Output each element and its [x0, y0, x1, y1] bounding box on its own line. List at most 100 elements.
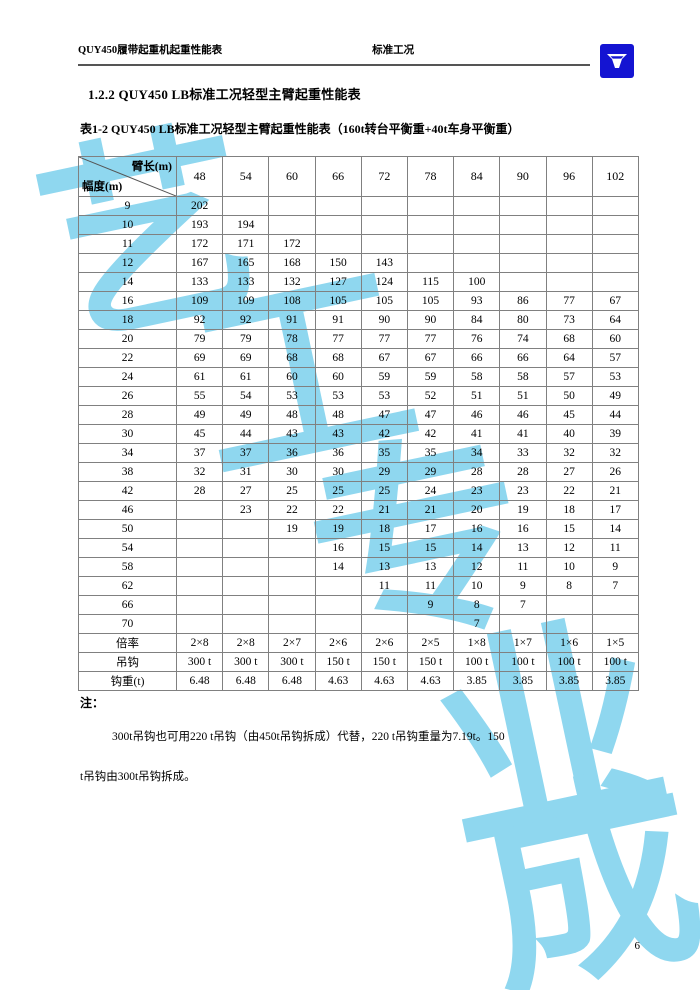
capacity-cell: 68 — [545, 329, 593, 349]
capacity-cell — [499, 253, 547, 273]
capacity-cell — [314, 595, 362, 615]
capacity-cell — [222, 196, 270, 216]
footer-cell: 2×6 — [360, 633, 408, 653]
capacity-cell — [314, 196, 362, 216]
capacity-cell: 23 — [453, 481, 501, 501]
capacity-cell: 53 — [360, 386, 408, 406]
capacity-cell — [268, 557, 316, 577]
radius-value-16: 16 — [78, 291, 177, 311]
capacity-cell — [591, 272, 639, 292]
capacity-cell: 15 — [406, 538, 455, 558]
capacity-cell: 19 — [499, 500, 547, 520]
radius-value-22: 22 — [78, 348, 177, 368]
table-row: 20 79 79 78 77 77 77 76 74 68 60 — [78, 329, 639, 349]
capacity-cell — [222, 576, 270, 596]
table-row: 62 11 11 10 9 8 7 — [78, 576, 639, 596]
capacity-cell: 193 — [175, 215, 224, 235]
capacity-cell — [314, 215, 362, 235]
capacity-cell: 67 — [406, 348, 455, 368]
footer-cell: 2×7 — [268, 633, 316, 653]
radius-value-70: 70 — [78, 614, 177, 634]
table-row: 28 49 49 48 48 47 47 46 46 45 44 — [78, 405, 639, 425]
table-row: 46 23 22 22 21 21 20 19 18 17 — [78, 500, 639, 520]
table-row: 50 19 19 18 17 16 16 15 14 — [78, 519, 639, 539]
footer-cell: 1×5 — [591, 633, 639, 653]
capacity-cell: 100 — [453, 272, 501, 292]
capacity-cell — [222, 595, 270, 615]
capacity-cell: 19 — [268, 519, 316, 539]
capacity-cell: 93 — [453, 291, 501, 311]
table-row: 66 9 8 7 — [78, 595, 639, 615]
boom-length-header-60: 60 — [268, 156, 316, 197]
capacity-cell — [360, 595, 408, 615]
capacity-cell: 35 — [360, 443, 408, 463]
capacity-cell — [175, 519, 224, 539]
capacity-cell: 11 — [591, 538, 639, 558]
footer-cell: 150 t — [360, 652, 408, 672]
capacity-cell: 26 — [591, 462, 639, 482]
capacity-cell — [499, 196, 547, 216]
table-row: 14 133 133 132 127 124 115 100 — [78, 272, 639, 292]
table-row: 70 7 — [78, 614, 639, 634]
capacity-cell: 58 — [499, 367, 547, 387]
table-row: 58 14 13 13 12 11 10 9 — [78, 557, 639, 577]
capacity-cell — [545, 272, 593, 292]
capacity-cell — [499, 234, 547, 254]
capacity-cell — [453, 234, 501, 254]
boom-length-header-78: 78 — [406, 156, 455, 197]
capacity-cell: 29 — [360, 462, 408, 482]
capacity-cell: 51 — [499, 386, 547, 406]
capacity-cell: 44 — [591, 405, 639, 425]
capacity-cell: 29 — [406, 462, 455, 482]
capacity-cell: 92 — [222, 310, 270, 330]
capacity-cell: 55 — [175, 386, 224, 406]
capacity-cell: 9 — [406, 595, 455, 615]
capacity-cell: 92 — [175, 310, 224, 330]
capacity-cell: 105 — [360, 291, 408, 311]
capacity-cell — [268, 595, 316, 615]
capacity-cell — [175, 500, 224, 520]
table-header-row: 臂长(m) 幅度(m) 48 54 60 66 72 78 84 90 96 102 — [78, 156, 639, 197]
capacity-cell — [406, 234, 455, 254]
capacity-cell — [222, 614, 270, 634]
capacity-cell: 8 — [453, 595, 501, 615]
capacity-cell: 31 — [222, 462, 270, 482]
capacity-cell: 32 — [545, 443, 593, 463]
capacity-cell: 77 — [406, 329, 455, 349]
capacity-cell: 17 — [406, 519, 455, 539]
performance-table-wrapper: 臂长(m) 幅度(m) 48 54 60 66 72 78 84 90 96 102 9 202 10… — [78, 156, 639, 691]
footer-cell: 100 t — [453, 652, 501, 672]
footer-cell: 3.85 — [545, 671, 593, 691]
capacity-cell: 13 — [360, 557, 408, 577]
capacity-cell: 24 — [406, 481, 455, 501]
footer-row-label: 吊钩 — [78, 652, 177, 672]
capacity-cell: 77 — [360, 329, 408, 349]
capacity-cell: 79 — [175, 329, 224, 349]
capacity-cell: 64 — [591, 310, 639, 330]
page-header: QUY450履带起重机起重性能表 标准工况 — [78, 42, 638, 57]
capacity-cell: 49 — [175, 405, 224, 425]
capacity-cell: 60 — [314, 367, 362, 387]
footer-cell: 2×6 — [314, 633, 362, 653]
page-number: 6 — [634, 940, 641, 952]
capacity-cell: 22 — [268, 500, 316, 520]
capacity-cell — [222, 557, 270, 577]
boom-length-header-48: 48 — [175, 156, 224, 197]
header-left-text: QUY450履带起重机起重性能表 — [78, 45, 223, 56]
capacity-cell — [545, 614, 593, 634]
table-row: 26 55 54 53 53 53 52 51 51 50 49 — [78, 386, 639, 406]
capacity-cell: 36 — [314, 443, 362, 463]
radius-value-18: 18 — [78, 310, 177, 330]
capacity-cell: 12 — [545, 538, 593, 558]
table-footer-row: 钩重(t) 6.48 6.48 6.48 4.63 4.63 4.63 3.85 3.85 3.8… — [78, 671, 639, 691]
capacity-cell: 133 — [175, 272, 224, 292]
radius-label: 幅度(m) — [82, 181, 123, 193]
capacity-cell: 172 — [268, 234, 316, 254]
footer-cell: 100 t — [499, 652, 547, 672]
capacity-cell: 47 — [360, 405, 408, 425]
radius-value-11: 11 — [78, 234, 177, 254]
footer-cell: 150 t — [314, 652, 362, 672]
capacity-cell — [545, 595, 593, 615]
capacity-cell: 46 — [453, 405, 501, 425]
capacity-cell — [545, 215, 593, 235]
